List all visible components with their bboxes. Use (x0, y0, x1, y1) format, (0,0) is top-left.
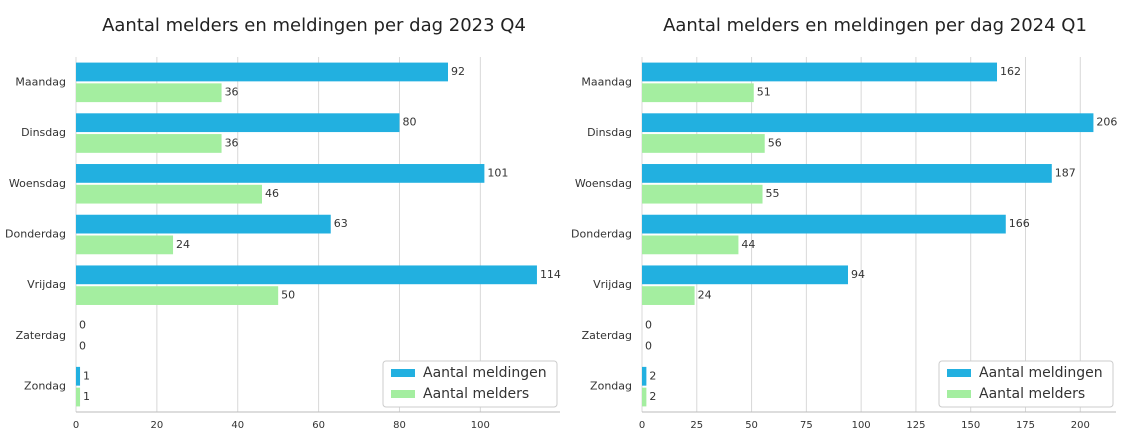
y-tick-label: Zondag (24, 380, 66, 393)
value-label: 24 (698, 289, 712, 302)
y-tick-label: Maandag (15, 75, 66, 88)
value-label: 80 (402, 116, 416, 129)
x-tick-label: 25 (690, 420, 703, 431)
bar (76, 265, 537, 285)
value-label: 0 (645, 319, 652, 332)
bar (76, 134, 222, 153)
value-label: 2 (649, 390, 656, 403)
bar (642, 286, 695, 305)
chart-title: Aantal melders en meldingen per dag 2024… (663, 15, 1087, 36)
value-label: 55 (766, 187, 780, 200)
value-label: 101 (487, 166, 508, 179)
legend-swatch (391, 369, 415, 377)
bar (76, 387, 81, 407)
chart-title: Aantal melders en meldingen per dag 2023… (102, 15, 526, 36)
value-label: 51 (757, 86, 771, 99)
y-tick-label: Donderdag (5, 228, 66, 241)
legend-label: Aantal melders (423, 386, 529, 402)
bar (76, 286, 279, 305)
y-tick-label: Vrijdag (593, 278, 632, 291)
legend-label: Aantal meldingen (423, 365, 547, 381)
y-tick-label: Maandag (581, 75, 632, 88)
bar (642, 366, 647, 386)
y-tick-label: Zondag (590, 380, 632, 393)
x-tick-label: 150 (961, 420, 980, 431)
value-label: 50 (281, 289, 295, 302)
bar (76, 164, 485, 183)
value-label: 63 (334, 217, 348, 230)
value-label: 92 (451, 65, 465, 78)
x-tick-label: 40 (231, 420, 244, 431)
x-tick-label: 75 (800, 420, 813, 431)
x-tick-label: 125 (906, 420, 925, 431)
x-tick-label: 200 (1071, 420, 1090, 431)
bar (76, 214, 331, 234)
value-label: 114 (540, 268, 561, 281)
bar (642, 134, 765, 153)
bar (642, 83, 754, 103)
value-label: 166 (1009, 217, 1030, 230)
legend-label: Aantal melders (979, 386, 1085, 402)
bar (642, 235, 739, 255)
x-tick-label: 0 (73, 420, 79, 431)
x-tick-label: 60 (312, 420, 325, 431)
bar (76, 83, 222, 103)
value-label: 187 (1055, 166, 1076, 179)
x-tick-label: 175 (1016, 420, 1035, 431)
x-tick-label: 80 (393, 420, 406, 431)
value-label: 24 (176, 238, 190, 251)
value-label: 36 (225, 136, 239, 149)
bar (76, 366, 81, 386)
value-label: 2 (649, 369, 656, 382)
y-tick-label: Zaterdag (582, 329, 632, 342)
value-label: 56 (768, 136, 782, 149)
bar (76, 184, 262, 204)
value-label: 44 (741, 238, 755, 251)
value-label: 206 (1096, 116, 1117, 129)
value-label: 1 (83, 369, 90, 382)
legend (382, 360, 558, 408)
bar (642, 265, 848, 285)
bar (76, 113, 400, 133)
legend (938, 360, 1114, 408)
legend-swatch (947, 369, 971, 377)
y-tick-label: Dinsdag (587, 126, 632, 139)
y-tick-label: Dinsdag (21, 126, 66, 139)
bar (642, 214, 1006, 234)
x-tick-label: 20 (151, 420, 164, 431)
value-label: 46 (265, 187, 279, 200)
bar (642, 113, 1094, 133)
value-label: 162 (1000, 65, 1021, 78)
value-label: 0 (79, 339, 86, 352)
value-label: 0 (79, 319, 86, 332)
value-label: 36 (225, 86, 239, 99)
value-label: 0 (645, 339, 652, 352)
legend-label: Aantal meldingen (979, 365, 1103, 381)
y-tick-label: Vrijdag (27, 278, 66, 291)
legend-swatch (947, 390, 971, 398)
bar (76, 235, 174, 255)
x-tick-label: 0 (639, 420, 645, 431)
legend-swatch (391, 390, 415, 398)
value-label: 1 (83, 390, 90, 403)
bar (642, 387, 647, 407)
bar (642, 164, 1052, 183)
bar (642, 184, 763, 204)
x-tick-label: 100 (852, 420, 871, 431)
y-tick-label: Woensdag (575, 177, 632, 190)
x-tick-label: 100 (471, 420, 490, 431)
y-tick-label: Zaterdag (16, 329, 66, 342)
value-label: 94 (851, 268, 865, 281)
y-tick-label: Donderdag (571, 228, 632, 241)
bar (76, 62, 448, 82)
y-tick-label: Woensdag (9, 177, 66, 190)
bar (642, 62, 998, 82)
x-tick-label: 50 (745, 420, 758, 431)
